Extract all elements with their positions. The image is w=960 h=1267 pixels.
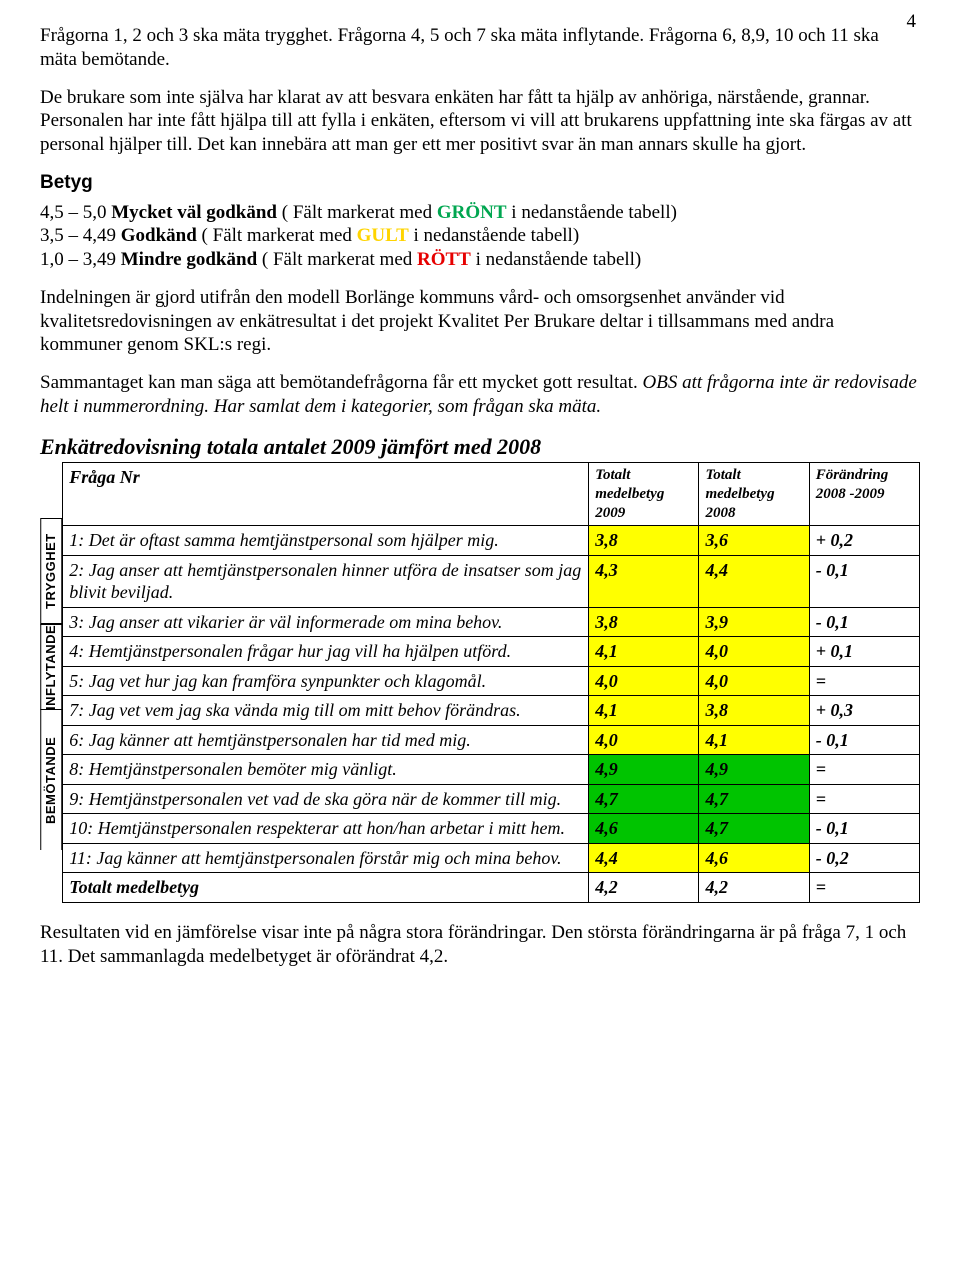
value-2009: 4,0: [589, 725, 699, 755]
value-2008: 3,8: [699, 696, 809, 726]
value-2008: 4,7: [699, 814, 809, 844]
question-cell: 2: Jag anser att hemtjänstpersonalen hin…: [63, 555, 589, 607]
survey-table: Fråga NrTotalt medelbetyg 2009Totalt med…: [62, 462, 920, 903]
page: 4 Frågorna 1, 2 och 3 ska mäta trygghet.…: [0, 0, 960, 1022]
question-cell: 6: Jag känner att hemtjänstpersonalen ha…: [63, 725, 589, 755]
betyg-line-1: 4,5 – 5,0 Mycket väl godkänd ( Fält mark…: [40, 202, 677, 223]
table-row: 10: Hemtjänstpersonalen respekterar att …: [63, 814, 920, 844]
table-header-cell: Fråga Nr: [63, 463, 589, 526]
table-row: 9: Hemtjänstpersonalen vet vad de ska gö…: [63, 784, 920, 814]
total-v1: 4,2: [589, 873, 699, 903]
value-2008: 4,9: [699, 755, 809, 785]
betyg-scale: 4,5 – 5,0 Mycket väl godkänd ( Fält mark…: [40, 201, 920, 272]
value-2008: 4,0: [699, 637, 809, 667]
value-2009: 4,7: [589, 784, 699, 814]
table-row: 2: Jag anser att hemtjänstpersonalen hin…: [63, 555, 920, 607]
category-column: TRYGGHETINFLYTANDEBEMÖTANDE: [40, 462, 62, 903]
section-title: Enkätredovisning totala antalet 2009 jäm…: [40, 433, 920, 461]
table-row: 4: Hemtjänstpersonalen frågar hur jag vi…: [63, 637, 920, 667]
table-row: 1: Det är oftast samma hemtjänstpersonal…: [63, 526, 920, 556]
question-cell: 7: Jag vet vem jag ska vända mig till om…: [63, 696, 589, 726]
total-d: =: [809, 873, 919, 903]
delta-cell: - 0,2: [809, 843, 919, 873]
table-header-row: Fråga NrTotalt medelbetyg 2009Totalt med…: [63, 463, 920, 526]
green-word: GRÖNT: [437, 202, 507, 223]
delta-cell: + 0,3: [809, 696, 919, 726]
category-label: TRYGGHET: [40, 518, 62, 624]
value-2009: 4,6: [589, 814, 699, 844]
table-header-cell: Totalt medelbetyg 2009: [589, 463, 699, 526]
question-cell: 11: Jag känner att hemtjänstpersonalen f…: [63, 843, 589, 873]
value-2008: 4,6: [699, 843, 809, 873]
value-2009: 4,1: [589, 637, 699, 667]
question-cell: 8: Hemtjänstpersonalen bemöter mig vänli…: [63, 755, 589, 785]
yellow-word: GULT: [357, 225, 409, 246]
value-2009: 4,0: [589, 666, 699, 696]
table-row: 8: Hemtjänstpersonalen bemöter mig vänli…: [63, 755, 920, 785]
table-row: 7: Jag vet vem jag ska vända mig till om…: [63, 696, 920, 726]
delta-cell: - 0,1: [809, 814, 919, 844]
delta-cell: =: [809, 666, 919, 696]
value-2009: 4,9: [589, 755, 699, 785]
category-label: BEMÖTANDE: [40, 709, 62, 850]
delta-cell: + 0,1: [809, 637, 919, 667]
category-label: INFLYTANDE: [40, 624, 62, 709]
question-cell: 10: Hemtjänstpersonalen respekterar att …: [63, 814, 589, 844]
value-2008: 3,9: [699, 607, 809, 637]
table-row: 11: Jag känner att hemtjänstpersonalen f…: [63, 843, 920, 873]
delta-cell: - 0,1: [809, 725, 919, 755]
value-2008: 4,1: [699, 725, 809, 755]
value-2008: 4,7: [699, 784, 809, 814]
value-2008: 4,4: [699, 555, 809, 607]
paragraph-summary: Sammantaget kan man säga att bemötandefr…: [40, 371, 920, 419]
question-cell: 3: Jag anser att vikarier är väl informe…: [63, 607, 589, 637]
table-row: 5: Jag vet hur jag kan framföra synpunkt…: [63, 666, 920, 696]
delta-cell: =: [809, 784, 919, 814]
paragraph-footer: Resultaten vid en jämförelse visar inte …: [40, 921, 920, 969]
total-v2: 4,2: [699, 873, 809, 903]
question-cell: 1: Det är oftast samma hemtjänstpersonal…: [63, 526, 589, 556]
survey-table-wrapper: TRYGGHETINFLYTANDEBEMÖTANDE Fråga NrTota…: [40, 462, 920, 903]
delta-cell: =: [809, 755, 919, 785]
delta-cell: - 0,1: [809, 555, 919, 607]
value-2009: 3,8: [589, 526, 699, 556]
table-row: 6: Jag känner att hemtjänstpersonalen ha…: [63, 725, 920, 755]
betyg-line-2: 3,5 – 4,49 Godkänd ( Fält markerat med G…: [40, 225, 579, 246]
value-2009: 4,1: [589, 696, 699, 726]
question-cell: 4: Hemtjänstpersonalen frågar hur jag vi…: [63, 637, 589, 667]
value-2009: 3,8: [589, 607, 699, 637]
delta-cell: - 0,1: [809, 607, 919, 637]
delta-cell: + 0,2: [809, 526, 919, 556]
table-row: 3: Jag anser att vikarier är väl informe…: [63, 607, 920, 637]
total-label: Totalt medelbetyg: [63, 873, 589, 903]
table-header-cell: Förändring 2008 -2009: [809, 463, 919, 526]
table-total-row: Totalt medelbetyg4,24,2=: [63, 873, 920, 903]
value-2009: 4,3: [589, 555, 699, 607]
paragraph-model: Indelningen är gjord utifrån den modell …: [40, 286, 920, 357]
betyg-heading: Betyg: [40, 171, 920, 195]
table-header-cell: Totalt medelbetyg 2008: [699, 463, 809, 526]
paragraph-intro-1: Frågorna 1, 2 och 3 ska mäta trygghet. F…: [40, 24, 920, 72]
value-2009: 4,4: [589, 843, 699, 873]
question-cell: 5: Jag vet hur jag kan framföra synpunkt…: [63, 666, 589, 696]
value-2008: 4,0: [699, 666, 809, 696]
red-word: RÖTT: [417, 249, 471, 270]
betyg-line-3: 1,0 – 3,49 Mindre godkänd ( Fält markera…: [40, 249, 641, 270]
page-number: 4: [907, 10, 917, 34]
question-cell: 9: Hemtjänstpersonalen vet vad de ska gö…: [63, 784, 589, 814]
value-2008: 3,6: [699, 526, 809, 556]
paragraph-intro-2: De brukare som inte själva har klarat av…: [40, 86, 920, 157]
